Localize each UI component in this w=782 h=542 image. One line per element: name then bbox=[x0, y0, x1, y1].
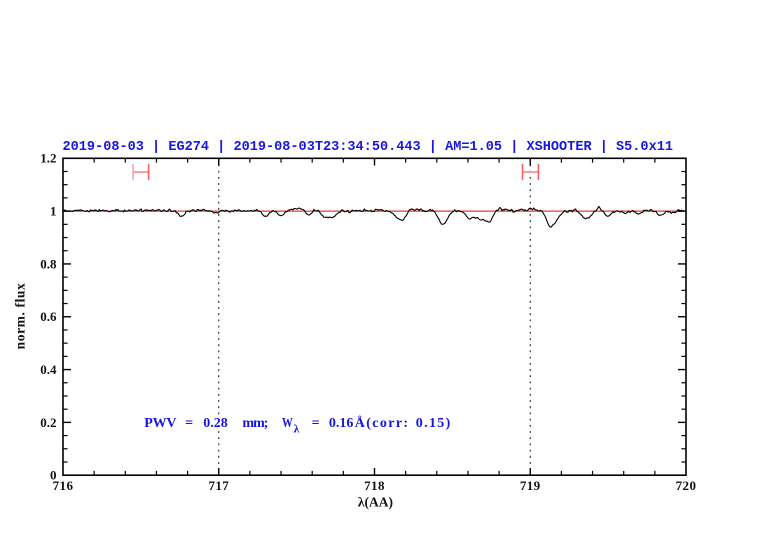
svg-text:=: = bbox=[185, 416, 193, 431]
svg-text:mm;: mm; bbox=[242, 416, 268, 431]
svg-text:1: 1 bbox=[50, 204, 57, 219]
svg-text:0.6: 0.6 bbox=[40, 309, 57, 324]
svg-text:0.15): 0.15) bbox=[416, 416, 451, 431]
svg-text:0.28: 0.28 bbox=[203, 416, 228, 431]
svg-text:719: 719 bbox=[520, 478, 541, 493]
svg-text:Å(corr:: Å(corr: bbox=[355, 415, 408, 431]
svg-text:0.2: 0.2 bbox=[40, 415, 56, 430]
svg-text:0.8: 0.8 bbox=[40, 256, 57, 271]
svg-text:718: 718 bbox=[364, 478, 385, 493]
svg-text:=: = bbox=[312, 416, 320, 431]
svg-text:716: 716 bbox=[53, 478, 74, 493]
svg-text:0.4: 0.4 bbox=[40, 362, 57, 377]
svg-text:717: 717 bbox=[208, 478, 229, 493]
svg-text:1.2: 1.2 bbox=[40, 151, 56, 166]
svg-text:W: W bbox=[282, 416, 293, 431]
svg-text:λ: λ bbox=[294, 423, 300, 435]
svg-text:2019-08-03 | EG274 | 2019-08-0: 2019-08-03 | EG274 | 2019-08-03T23:34:50… bbox=[63, 139, 674, 155]
svg-text:0: 0 bbox=[50, 468, 57, 483]
svg-text:720: 720 bbox=[676, 478, 697, 493]
svg-text:0.16: 0.16 bbox=[329, 416, 354, 431]
svg-text:λ(AA): λ(AA) bbox=[358, 495, 393, 510]
svg-text:PWV: PWV bbox=[144, 416, 176, 431]
svg-text:norm. flux: norm. flux bbox=[13, 283, 28, 350]
